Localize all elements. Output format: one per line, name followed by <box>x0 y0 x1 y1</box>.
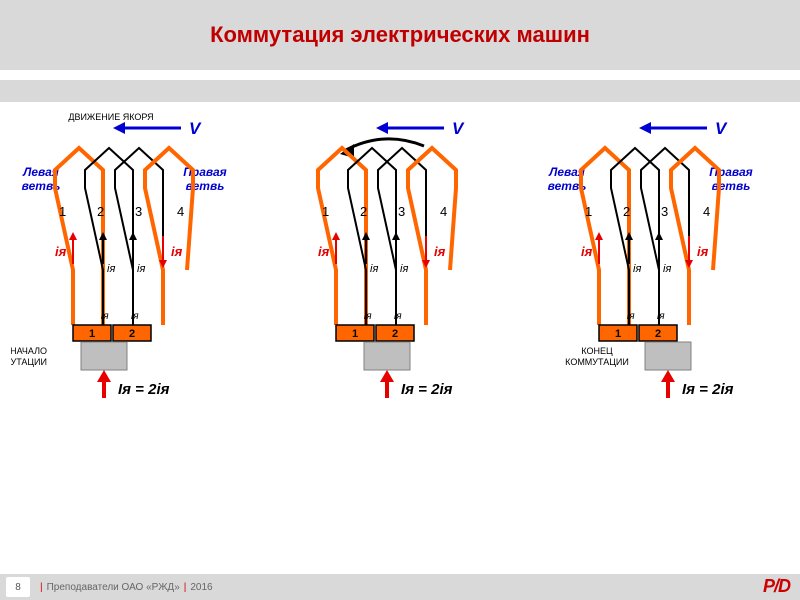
svg-text:iя: iя <box>434 244 446 259</box>
svg-text:2: 2 <box>97 204 104 219</box>
diagram-panel: ДВИЖЕНИЕ ЯКОРЯ V Левая ветвь Правая ветв… <box>11 110 263 445</box>
svg-text:iя: iя <box>137 263 145 275</box>
header-band: Коммутация электрических машин <box>0 0 800 70</box>
svg-text:iя: iя <box>101 311 109 322</box>
svg-text:1: 1 <box>59 204 66 219</box>
svg-text:iя: iя <box>581 244 593 259</box>
footer-year: 2016 <box>190 582 212 593</box>
svg-text:iя: iя <box>131 311 139 322</box>
gray-strip <box>0 80 800 102</box>
svg-text:iя: iя <box>697 244 709 259</box>
svg-text:4: 4 <box>440 204 447 219</box>
svg-text:iя: iя <box>171 244 183 259</box>
svg-text:3: 3 <box>135 204 142 219</box>
svg-text:Iя = 2iя: Iя = 2iя <box>118 381 170 398</box>
svg-text:Iя = 2iя: Iя = 2iя <box>682 381 734 398</box>
svg-text:НАЧАЛО: НАЧАЛО <box>11 346 47 356</box>
svg-text:iя: iя <box>394 311 402 322</box>
svg-text:3: 3 <box>661 204 668 219</box>
page-title: Коммутация электрических машин <box>210 22 590 48</box>
svg-text:3: 3 <box>398 204 405 219</box>
svg-text:iя: iя <box>627 311 635 322</box>
diagrams-row: ДВИЖЕНИЕ ЯКОРЯ V Левая ветвь Правая ветв… <box>0 102 800 445</box>
svg-text:4: 4 <box>177 204 184 219</box>
footer-sep: | <box>184 582 187 593</box>
svg-text:КОНЕЦ: КОНЕЦ <box>581 346 613 356</box>
svg-text:2: 2 <box>623 204 630 219</box>
diagram-panel: V Левая ветвь Правая ветвь 1 2 3 4 iя iя… <box>537 110 789 445</box>
page-number: 8 <box>6 577 30 597</box>
svg-text:1: 1 <box>89 328 95 340</box>
svg-text:iя: iя <box>55 244 67 259</box>
svg-text:4: 4 <box>703 204 710 219</box>
svg-text:iя: iя <box>364 311 372 322</box>
svg-text:2: 2 <box>360 204 367 219</box>
svg-text:2: 2 <box>655 328 661 340</box>
svg-text:V: V <box>452 119 465 138</box>
svg-text:iя: iя <box>633 263 641 275</box>
svg-text:iя: iя <box>107 263 115 275</box>
footer-teachers: Преподаватели ОАО «РЖД» <box>47 582 180 593</box>
svg-text:iя: iя <box>318 244 330 259</box>
svg-text:iя: iя <box>663 263 671 275</box>
svg-text:1: 1 <box>352 328 358 340</box>
rzd-logo: P/D <box>763 576 790 597</box>
commutation-diagram-3: V Левая ветвь Правая ветвь 1 2 3 4 iя iя… <box>537 110 789 440</box>
svg-text:1: 1 <box>322 204 329 219</box>
svg-text:КОММУТАЦИИ: КОММУТАЦИИ <box>565 357 629 367</box>
svg-text:Iя = 2iя: Iя = 2iя <box>401 381 453 398</box>
footer: 8 | Преподаватели ОАО «РЖД» | 2016 P/D <box>0 574 800 600</box>
svg-text:ДВИЖЕНИЕ ЯКОРЯ: ДВИЖЕНИЕ ЯКОРЯ <box>69 112 154 122</box>
svg-text:V: V <box>715 119 728 138</box>
svg-text:2: 2 <box>392 328 398 340</box>
diagram-panel: V 1 2 3 4 iя iя iя iя iя iя 1 2 <box>274 110 526 445</box>
svg-text:1: 1 <box>615 328 621 340</box>
svg-text:iя: iя <box>657 311 665 322</box>
footer-sep: | <box>40 582 43 593</box>
svg-text:КОММУТАЦИИ: КОММУТАЦИИ <box>11 357 47 367</box>
svg-text:iя: iя <box>370 263 378 275</box>
commutation-diagram-2: V 1 2 3 4 iя iя iя iя iя iя 1 2 <box>274 110 526 440</box>
commutation-diagram-1: ДВИЖЕНИЕ ЯКОРЯ V Левая ветвь Правая ветв… <box>11 110 263 440</box>
svg-text:iя: iя <box>400 263 408 275</box>
svg-text:V: V <box>189 119 202 138</box>
svg-text:1: 1 <box>585 204 592 219</box>
svg-text:2: 2 <box>129 328 135 340</box>
